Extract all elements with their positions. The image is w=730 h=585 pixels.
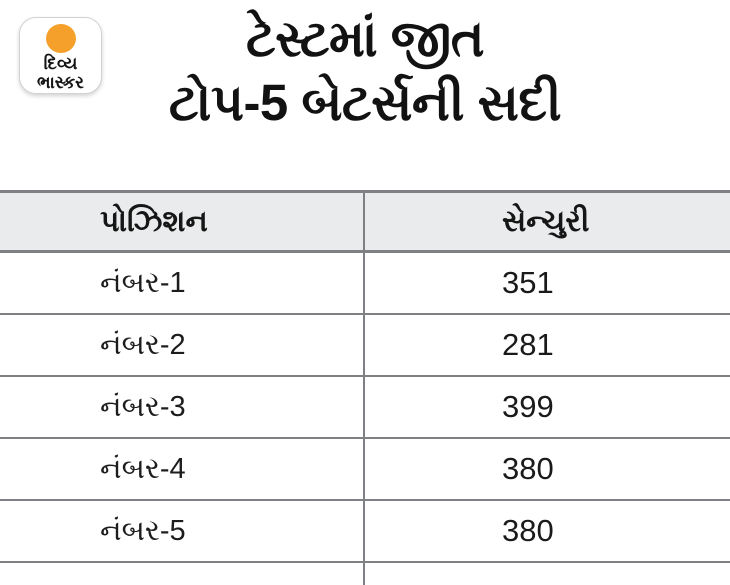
headline-line2: ટોપ-5 બેટર્સની સદી [168, 74, 562, 131]
centuries-cell: 380 [502, 451, 554, 486]
centuries-cell: 380 [502, 513, 554, 548]
logo-text-line2: ભાસ્કર [37, 73, 84, 92]
column-header-position: પોઝિશન [0, 193, 365, 250]
position-cell: નંબર-2 [0, 315, 365, 375]
position-cell: નંબર-3 [0, 377, 365, 437]
table-row: નંબર-3 399 [0, 377, 730, 439]
centuries-cell: 351 [502, 265, 554, 300]
column-header-century: સેન્ચુરી [502, 204, 590, 238]
table-row: નંબર-2 281 [0, 315, 730, 377]
centuries-cell [365, 563, 730, 585]
table-row: નંબર-4 380 [0, 439, 730, 501]
table-row: નંબર-5 380 [0, 501, 730, 563]
sun-icon [45, 24, 76, 53]
position-cell: નંબર-4 [0, 439, 365, 499]
position-cell [0, 563, 365, 585]
table-row: નંબર-1 351 [0, 253, 730, 315]
table-header-row: પોઝિશન સેન્ચુરી [0, 190, 730, 253]
headline: ટેસ્ટમાં જીત ટોપ-5 બેટર્સની સદી [0, 7, 730, 135]
divya-bhaskar-logo: દિવ્ય ભાસ્કર [19, 17, 102, 94]
centuries-cell: 281 [502, 327, 554, 362]
table-row-partial [0, 563, 730, 585]
centuries-cell: 399 [502, 389, 554, 424]
position-cell: નંબર-5 [0, 501, 365, 561]
position-cell: નંબર-1 [0, 253, 365, 313]
headline-line1: ટેસ્ટમાં જીત [245, 10, 485, 67]
centuries-table: પોઝિશન સેન્ચુરી નંબર-1 351 નંબર-2 281 નં… [0, 190, 730, 585]
logo-text-line1: દિવ્ય [43, 54, 78, 73]
